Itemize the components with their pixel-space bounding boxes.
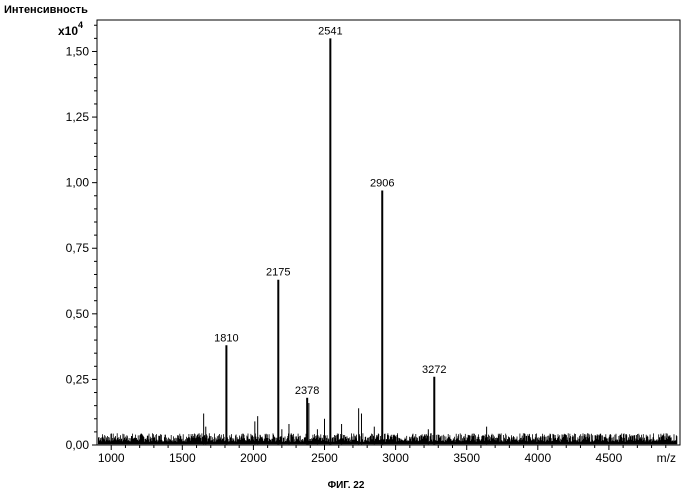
y-tick-label: 1,25 [66, 110, 90, 124]
x-tick-label: 4000 [524, 451, 551, 465]
x-tick-label: 1000 [98, 451, 125, 465]
y-tick-label: 1,50 [66, 44, 90, 58]
y-tick-label: 0,75 [66, 241, 90, 255]
spectrum-chart: 1810 2175 2378 2541 2906 3272 0,00 0,25 0,50 0,7… [0, 0, 692, 476]
figure-caption: ФИГ. 22 [0, 480, 692, 491]
y-tick-label: 0,25 [66, 372, 90, 386]
x-tick-label: 3500 [453, 451, 480, 465]
peak-label: 3272 [422, 364, 446, 376]
peak-label: 2378 [295, 385, 319, 397]
plot-area [97, 20, 680, 445]
x-tick-label: 2000 [240, 451, 267, 465]
y-tick-label: 0,50 [66, 307, 90, 321]
x-tick-label: 1500 [169, 451, 196, 465]
y-tick-label: 1,00 [66, 176, 90, 190]
peak-label: 1810 [214, 332, 238, 344]
y-tick-label: 0,00 [66, 438, 90, 452]
y-axis: 0,00 0,25 0,50 0,75 1,00 1,25 1,50 [66, 25, 97, 452]
x-tick-label: 4500 [596, 451, 623, 465]
peak-label: 2906 [370, 178, 394, 190]
x-tick-label: 3000 [382, 451, 409, 465]
x-axis-label: m/z [657, 451, 676, 465]
x-tick-label: 2500 [311, 451, 338, 465]
peak-label: 2541 [318, 25, 342, 37]
labeled-peaks: 1810 2175 2378 2541 2906 3272 [214, 25, 446, 444]
x-axis: 1000 1500 2000 2500 3000 3500 4000 4500 m/z [98, 445, 676, 465]
baseline-noise-trace [98, 433, 677, 444]
baseline-noise [98, 433, 677, 444]
peak-label: 2175 [266, 267, 290, 279]
